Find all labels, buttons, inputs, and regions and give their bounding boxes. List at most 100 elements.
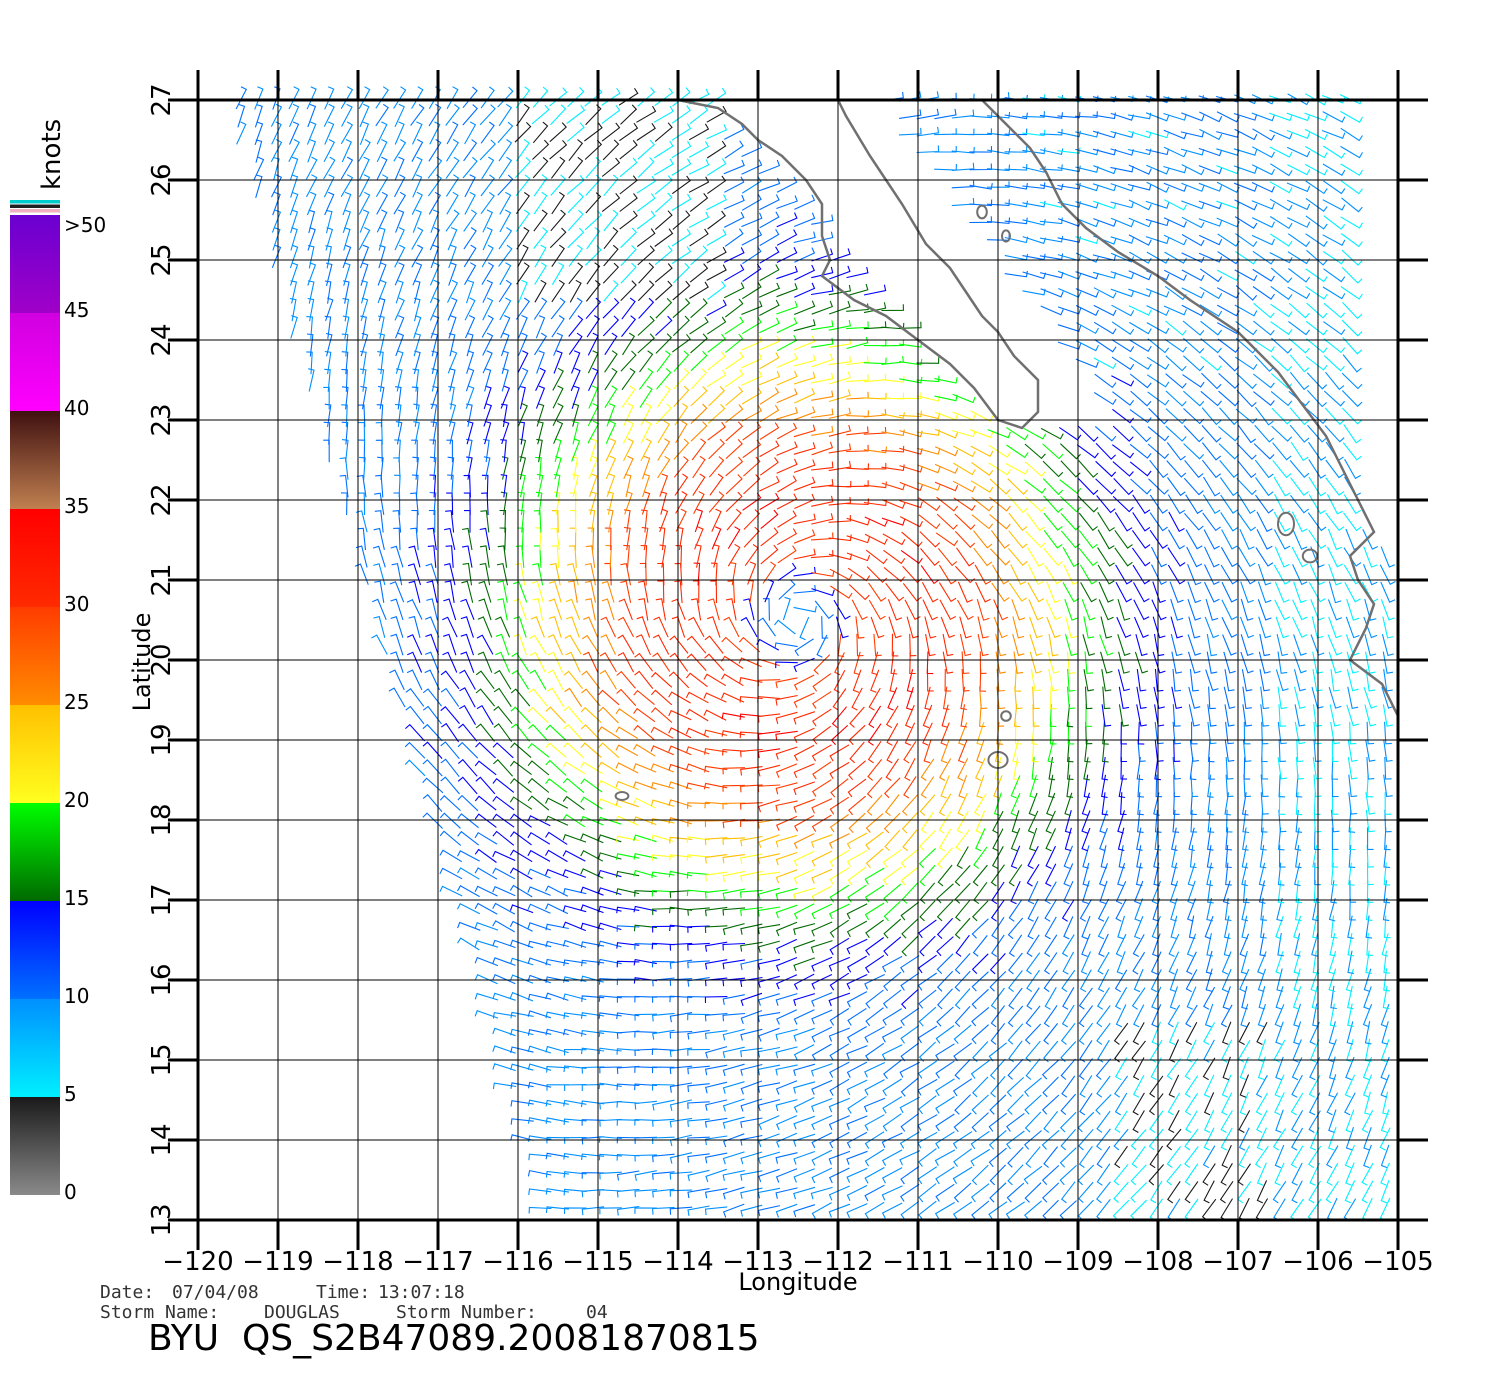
wind-vector (1382, 616, 1394, 639)
wind-vector (906, 616, 919, 639)
wind-vector (775, 694, 798, 706)
wind-vector (906, 669, 914, 693)
wind-vector (359, 156, 370, 180)
wind-vector (1206, 897, 1213, 922)
wind-vector (620, 262, 637, 284)
wind-vector (883, 918, 902, 939)
wind-vector (899, 481, 923, 492)
wind-vector (1223, 933, 1231, 957)
wind-vector (510, 1134, 534, 1141)
color-scale-label: >50 (64, 213, 106, 237)
wind-vector (883, 566, 906, 583)
wind-vector (1238, 547, 1256, 568)
wind-vector (904, 704, 915, 729)
wind-vector (563, 1099, 587, 1107)
wind-vector (1117, 598, 1131, 621)
wind-vector (704, 871, 728, 882)
wind-vector (740, 1098, 763, 1112)
wind-vector (1340, 110, 1363, 123)
wind-vector (1129, 443, 1152, 459)
wind-vector (551, 545, 560, 568)
wind-vector (530, 616, 545, 638)
wind-vector (1010, 792, 1021, 817)
wind-vector (652, 1029, 675, 1040)
wind-vector (1364, 1038, 1372, 1063)
wind-vector (323, 103, 335, 127)
wind-vector (545, 868, 569, 879)
wind-vector (1008, 1040, 1023, 1063)
wind-vector (1323, 215, 1346, 230)
wind-vector (306, 174, 318, 198)
wind-vector (1154, 668, 1164, 692)
wind-vector (1309, 1057, 1321, 1081)
wind-vector (669, 942, 693, 951)
wind-vector (545, 923, 569, 931)
wind-vector (395, 332, 405, 357)
wind-vector (1022, 218, 1046, 226)
wind-vector (600, 616, 616, 638)
wind-vector (922, 599, 938, 621)
wind-vector (1114, 987, 1128, 1010)
wind-vector (1220, 512, 1239, 532)
wind-vector (1269, 146, 1293, 158)
wind-vector (973, 530, 993, 549)
wind-vector (343, 227, 351, 251)
wind-vector (634, 1048, 658, 1057)
wind-vector (516, 139, 530, 162)
wind-vector (360, 280, 368, 304)
wind-vector (580, 778, 603, 793)
storm-number-label: Storm Number: (396, 1302, 537, 1323)
wind-vector (776, 195, 798, 210)
wind-vector (863, 357, 887, 365)
wind-vector (528, 723, 549, 742)
wind-vector (405, 688, 425, 707)
wind-vector (669, 995, 693, 1003)
wind-vector (1306, 249, 1328, 266)
wind-vector (1008, 970, 1023, 993)
wind-vector (1067, 739, 1074, 763)
wind-vector (1133, 915, 1144, 940)
wind-vector (1260, 686, 1270, 710)
wind-vector (1005, 463, 1029, 475)
wind-vector (1220, 564, 1238, 585)
wind-vector (1218, 372, 1240, 389)
wind-vector (603, 174, 619, 197)
wind-vector (340, 121, 354, 145)
wind-vector (428, 139, 442, 162)
wind-vector (690, 403, 708, 425)
wind-vector (741, 300, 763, 316)
wind-vector (638, 262, 655, 284)
wind-vector (545, 903, 569, 915)
wind-vector (517, 279, 528, 304)
wind-vector (1096, 987, 1110, 1010)
wind-vector (615, 762, 639, 774)
wind-vector (638, 297, 655, 319)
wind-vector (549, 87, 568, 107)
wind-vector (585, 297, 602, 320)
wind-vector (604, 367, 618, 391)
wind-vector (1117, 915, 1126, 940)
wind-vector (1082, 862, 1090, 887)
wind-vector (1092, 130, 1117, 139)
wind-vector (738, 636, 761, 653)
wind-vector (1235, 233, 1258, 248)
longitude-tick-label: −120 (162, 1247, 233, 1277)
wind-vector (725, 333, 744, 353)
wind-vector (951, 128, 975, 136)
wind-vector (722, 1063, 745, 1077)
wind-vector (990, 530, 1010, 549)
wind-vector (623, 544, 630, 568)
wind-vector (900, 1042, 920, 1062)
wind-vector (1290, 1145, 1304, 1169)
wind-vector (1110, 252, 1135, 263)
wind-vector (849, 741, 865, 764)
wind-vector (492, 1082, 517, 1090)
wind-vector (1342, 442, 1362, 461)
wind-vector (1184, 1181, 1199, 1204)
wind-vector (562, 888, 587, 895)
wind-vector (1275, 1056, 1284, 1081)
wind-vector (1277, 686, 1288, 710)
wind-vector (687, 1083, 710, 1092)
wind-vector (620, 280, 637, 301)
wind-vector (704, 801, 728, 809)
